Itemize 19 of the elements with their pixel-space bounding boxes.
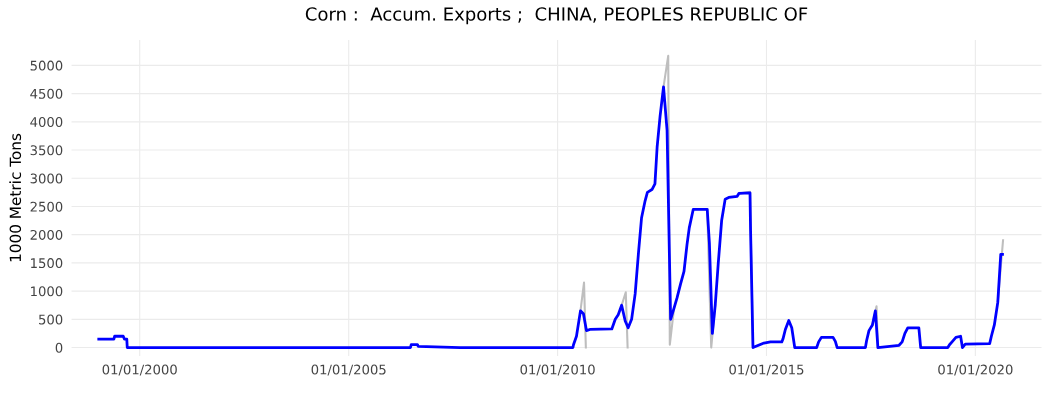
x-tick-label: 01/01/2015 [729, 364, 804, 376]
x-tick-label: 01/01/2020 [938, 364, 1013, 376]
y-tick-label: 4000 [30, 117, 63, 128]
chart-title: Corn : Accum. Exports ; CHINA, PEOPLES REPUBLIC OF [305, 7, 808, 25]
y-tick-label: 500 [39, 314, 63, 325]
y-tick-label: 3000 [30, 173, 63, 184]
y-tick-label: 0 [55, 342, 63, 353]
y-tick-label: 3500 [30, 145, 63, 156]
y-tick-label: 2500 [30, 201, 63, 212]
y-tick-label: 1000 [31, 286, 63, 297]
y-axis-title: 1000 Metric Tons [9, 133, 22, 262]
x-tick-label: 01/01/2000 [102, 364, 177, 376]
x-tick-label: 01/01/2005 [311, 364, 386, 376]
y-tick-label: 4500 [30, 88, 63, 99]
y-tick-label: 5000 [30, 60, 63, 71]
y-tick-label: 1500 [31, 258, 63, 269]
y-tick-label: 2000 [30, 229, 63, 240]
line-series [97, 85, 1004, 349]
x-tick-label: 01/01/2010 [520, 364, 595, 376]
